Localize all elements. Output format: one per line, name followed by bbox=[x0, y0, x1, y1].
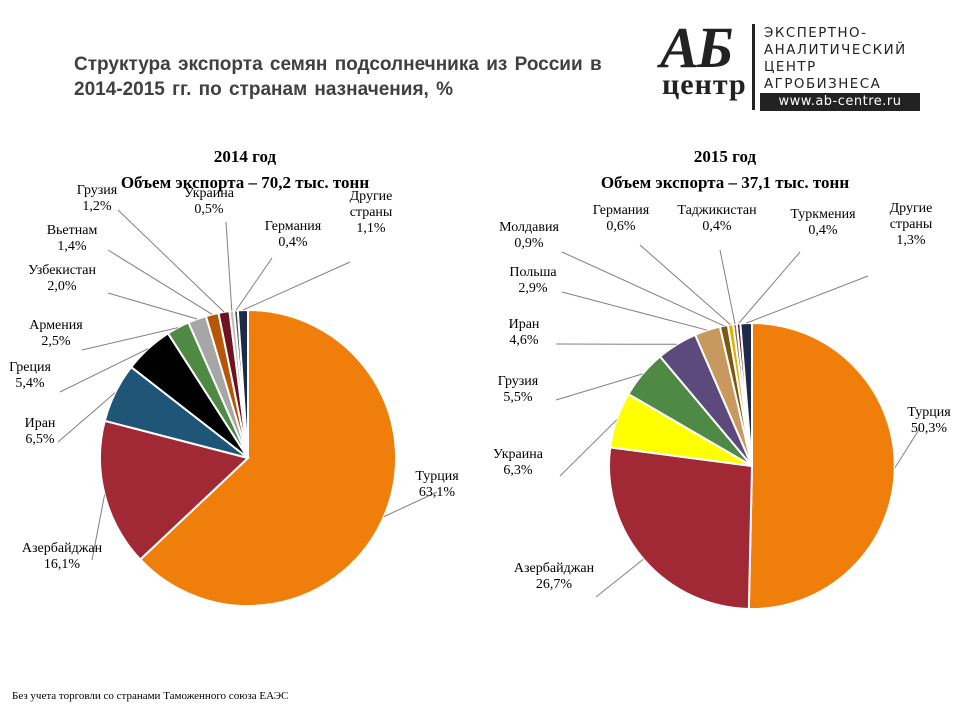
data-label-таджикистан: Таджикистан 0,4% bbox=[677, 203, 757, 234]
data-label-азербайджан: Азербайджан 26,7% bbox=[514, 561, 595, 592]
logo-line-2: АНАЛИТИЧЕСКИЙ bbox=[764, 43, 907, 58]
leader-line bbox=[561, 291, 708, 331]
leader-line bbox=[894, 427, 921, 468]
logo-line-4: АГРОБИЗНЕСА bbox=[764, 77, 882, 92]
leader-line bbox=[107, 292, 198, 320]
footnote: Без учета торговли со странами Таможенно… bbox=[12, 690, 289, 702]
leader-line bbox=[225, 221, 233, 311]
data-label-турция: Турция 50,3% bbox=[907, 405, 951, 436]
leader-line bbox=[91, 494, 106, 561]
data-label-азербайджан: Азербайджан 16,1% bbox=[22, 541, 103, 572]
leader-line bbox=[738, 251, 801, 324]
pie-subtitle: Объем экспорта – 70,2 тыс. тонн bbox=[121, 173, 370, 192]
data-label-украина: Украина 6,3% bbox=[493, 447, 544, 478]
data-label-туркмения: Туркмения 0,4% bbox=[790, 207, 856, 238]
logo-url: www.ab-centre.ru bbox=[760, 93, 920, 111]
leader-line bbox=[117, 209, 225, 313]
data-label-турция: Турция 63,1% bbox=[415, 469, 459, 500]
pie-slice-турция bbox=[138, 308, 398, 607]
logo-text: ЭКСПЕРТНО- АНАЛИТИЧЕСКИЙ ЦЕНТР АГРОБИЗНЕ… bbox=[764, 25, 907, 93]
leader-line bbox=[242, 261, 351, 311]
leader-line bbox=[235, 257, 273, 311]
data-label-грузия: Грузия 5,5% bbox=[498, 374, 539, 405]
leader-line bbox=[561, 251, 725, 327]
data-label-украина: Украина 0,5% bbox=[184, 186, 235, 217]
leader-line bbox=[57, 392, 116, 443]
data-label-грузия: Грузия 1,2% bbox=[77, 183, 118, 214]
data-label-другие-страны: Другие страны 1,1% bbox=[350, 189, 393, 236]
leader-line bbox=[383, 491, 438, 518]
leader-line bbox=[595, 558, 644, 598]
data-label-иран: Иран 6,5% bbox=[25, 416, 56, 447]
logo-line-3: ЦЕНТР bbox=[764, 60, 817, 75]
logo-line-1: ЭКСПЕРТНО- bbox=[764, 26, 868, 41]
pie-chart-1: 2014 год Объем экспорта – 70,2 тыс. тонн Т… bbox=[9, 147, 459, 607]
data-label-молдавия: Молдавия 0,9% bbox=[499, 220, 559, 251]
pie-slice-другие-страны bbox=[739, 321, 753, 467]
data-label-польша: Польша 2,9% bbox=[509, 265, 557, 296]
chart-main-title: Структура экспорта семян подсолнечника и… bbox=[74, 54, 602, 100]
leader-line bbox=[639, 244, 731, 325]
data-label-германия: Германия 0,6% bbox=[593, 203, 650, 234]
pie-slice-азербайджан bbox=[608, 446, 754, 610]
data-label-другие-страны: Другие страны 1,3% bbox=[890, 201, 933, 248]
data-label-германия: Германия 0,4% bbox=[265, 219, 322, 250]
leader-line bbox=[555, 373, 643, 401]
pie-title: 2014 год bbox=[214, 147, 277, 166]
logo-divider bbox=[752, 24, 755, 110]
data-label-узбекистан: Узбекистан 2,0% bbox=[28, 263, 96, 294]
pie-slice-турция bbox=[747, 321, 896, 610]
leader-line bbox=[719, 249, 736, 325]
data-label-вьетнам: Вьетнам 1,4% bbox=[47, 223, 98, 254]
leader-line bbox=[107, 249, 213, 315]
leader-line bbox=[746, 275, 869, 324]
data-label-иран: Иран 4,6% bbox=[509, 317, 540, 348]
leader-line bbox=[59, 348, 149, 393]
leader-line bbox=[81, 327, 179, 351]
pie-chart-2: 2015 год Объем экспорта – 37,1 тыс. тонн Т… bbox=[493, 147, 951, 610]
logo-mark-sub: центр bbox=[662, 68, 747, 101]
pie-slice-азербайджан bbox=[99, 419, 251, 561]
logo-mark: АБ bbox=[660, 15, 734, 80]
leader-line bbox=[559, 419, 618, 477]
data-label-греция: Греция 5,4% bbox=[9, 360, 51, 391]
pie-subtitle: Объем экспорта – 37,1 тыс. тонн bbox=[601, 173, 850, 192]
ab-centre-logo: АБ центр ЭКСПЕРТНО- АНАЛИТИЧЕСКИЙ ЦЕНТР … bbox=[652, 15, 927, 115]
data-label-армения: Армения 2,5% bbox=[29, 318, 83, 349]
pie-title: 2015 год bbox=[694, 147, 757, 166]
